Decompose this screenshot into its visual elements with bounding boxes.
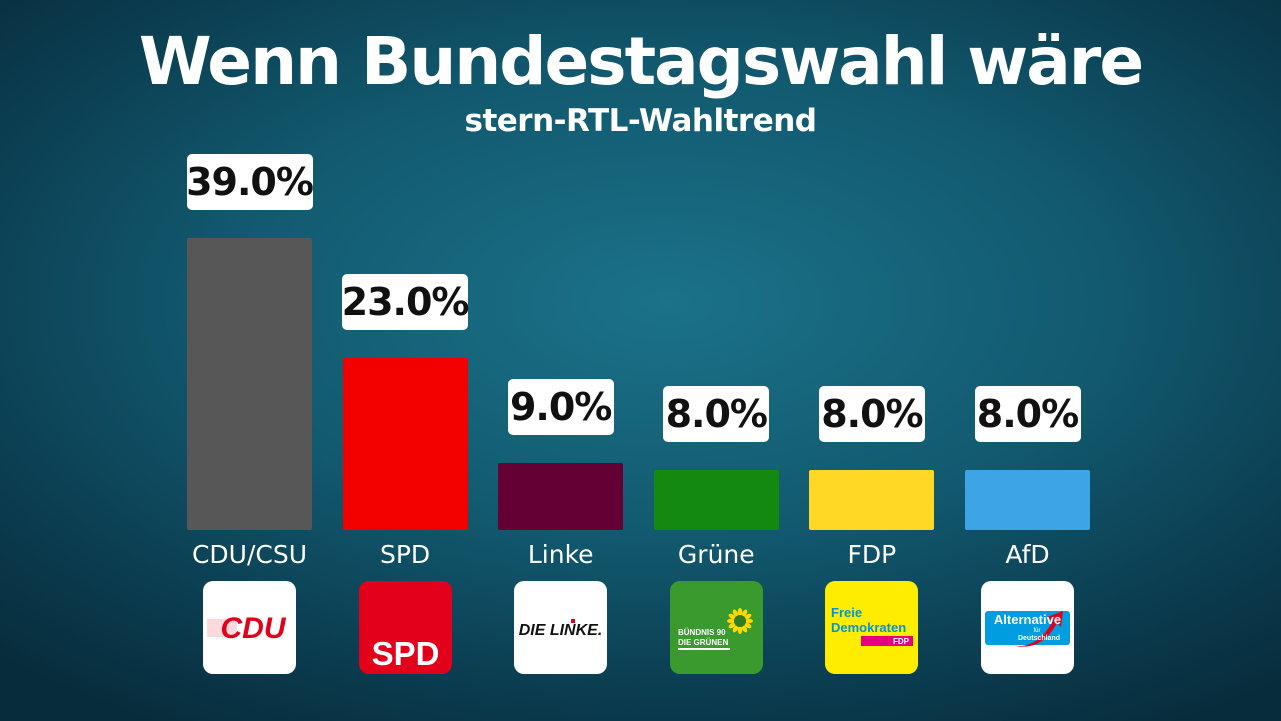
category-label-2: SPD — [379, 540, 431, 569]
svg-text:FDP: FDP — [893, 637, 910, 646]
svg-text:Alternative: Alternative — [994, 612, 1061, 627]
bar-3 — [498, 462, 624, 530]
value-label-5: 8.0% — [818, 386, 925, 443]
category-label-4: Grüne — [677, 540, 755, 569]
value-label-1: 39.0% — [186, 154, 314, 210]
value-label-3: 9.0% — [507, 378, 614, 435]
value-label-2: 23.0% — [342, 273, 470, 330]
bar-1 — [187, 238, 312, 530]
category-label-6: AfD — [1005, 540, 1050, 569]
chart-title: Wenn Bundestagswahl wäre — [138, 23, 1144, 100]
afd-logo: Alternative für Deutschland — [981, 581, 1074, 674]
chart-subtitle: stern-RTL-Wahltrend — [464, 103, 817, 139]
spd-logo: SPD — [358, 581, 452, 674]
category-label-1: CDU/CSU — [191, 540, 308, 569]
value-label-6: 8.0% — [974, 386, 1081, 443]
svg-text:BÜNDNIS 90: BÜNDNIS 90 — [678, 628, 726, 637]
svg-text:CDU: CDU — [221, 612, 287, 645]
svg-text:Deutschland: Deutschland — [1018, 635, 1060, 642]
category-label-3: Linke — [527, 540, 594, 569]
bar-5 — [809, 470, 935, 530]
cdu-logo: CDU — [203, 581, 296, 674]
svg-text:Demokraten: Demokraten — [831, 620, 906, 635]
svg-text:DIE LINKE.: DIE LINKE. — [519, 622, 603, 639]
gruene-logo: BÜNDNIS 90 DIE GRÜNEN — [669, 581, 763, 674]
category-label-5: FDP — [847, 540, 897, 569]
fdp-logo: Freie Demokraten FDP — [825, 581, 919, 674]
svg-text:Freie: Freie — [831, 605, 862, 620]
svg-text:für: für — [1033, 628, 1040, 634]
value-label-4: 8.0% — [663, 386, 770, 443]
bar-2 — [342, 357, 468, 530]
bar-4 — [653, 470, 779, 530]
linke-logo: DIE LINKE. — [514, 581, 608, 674]
svg-text:DIE GRÜNEN: DIE GRÜNEN — [678, 638, 728, 647]
svg-text:SPD: SPD — [371, 635, 439, 672]
bar-6 — [965, 470, 1090, 530]
